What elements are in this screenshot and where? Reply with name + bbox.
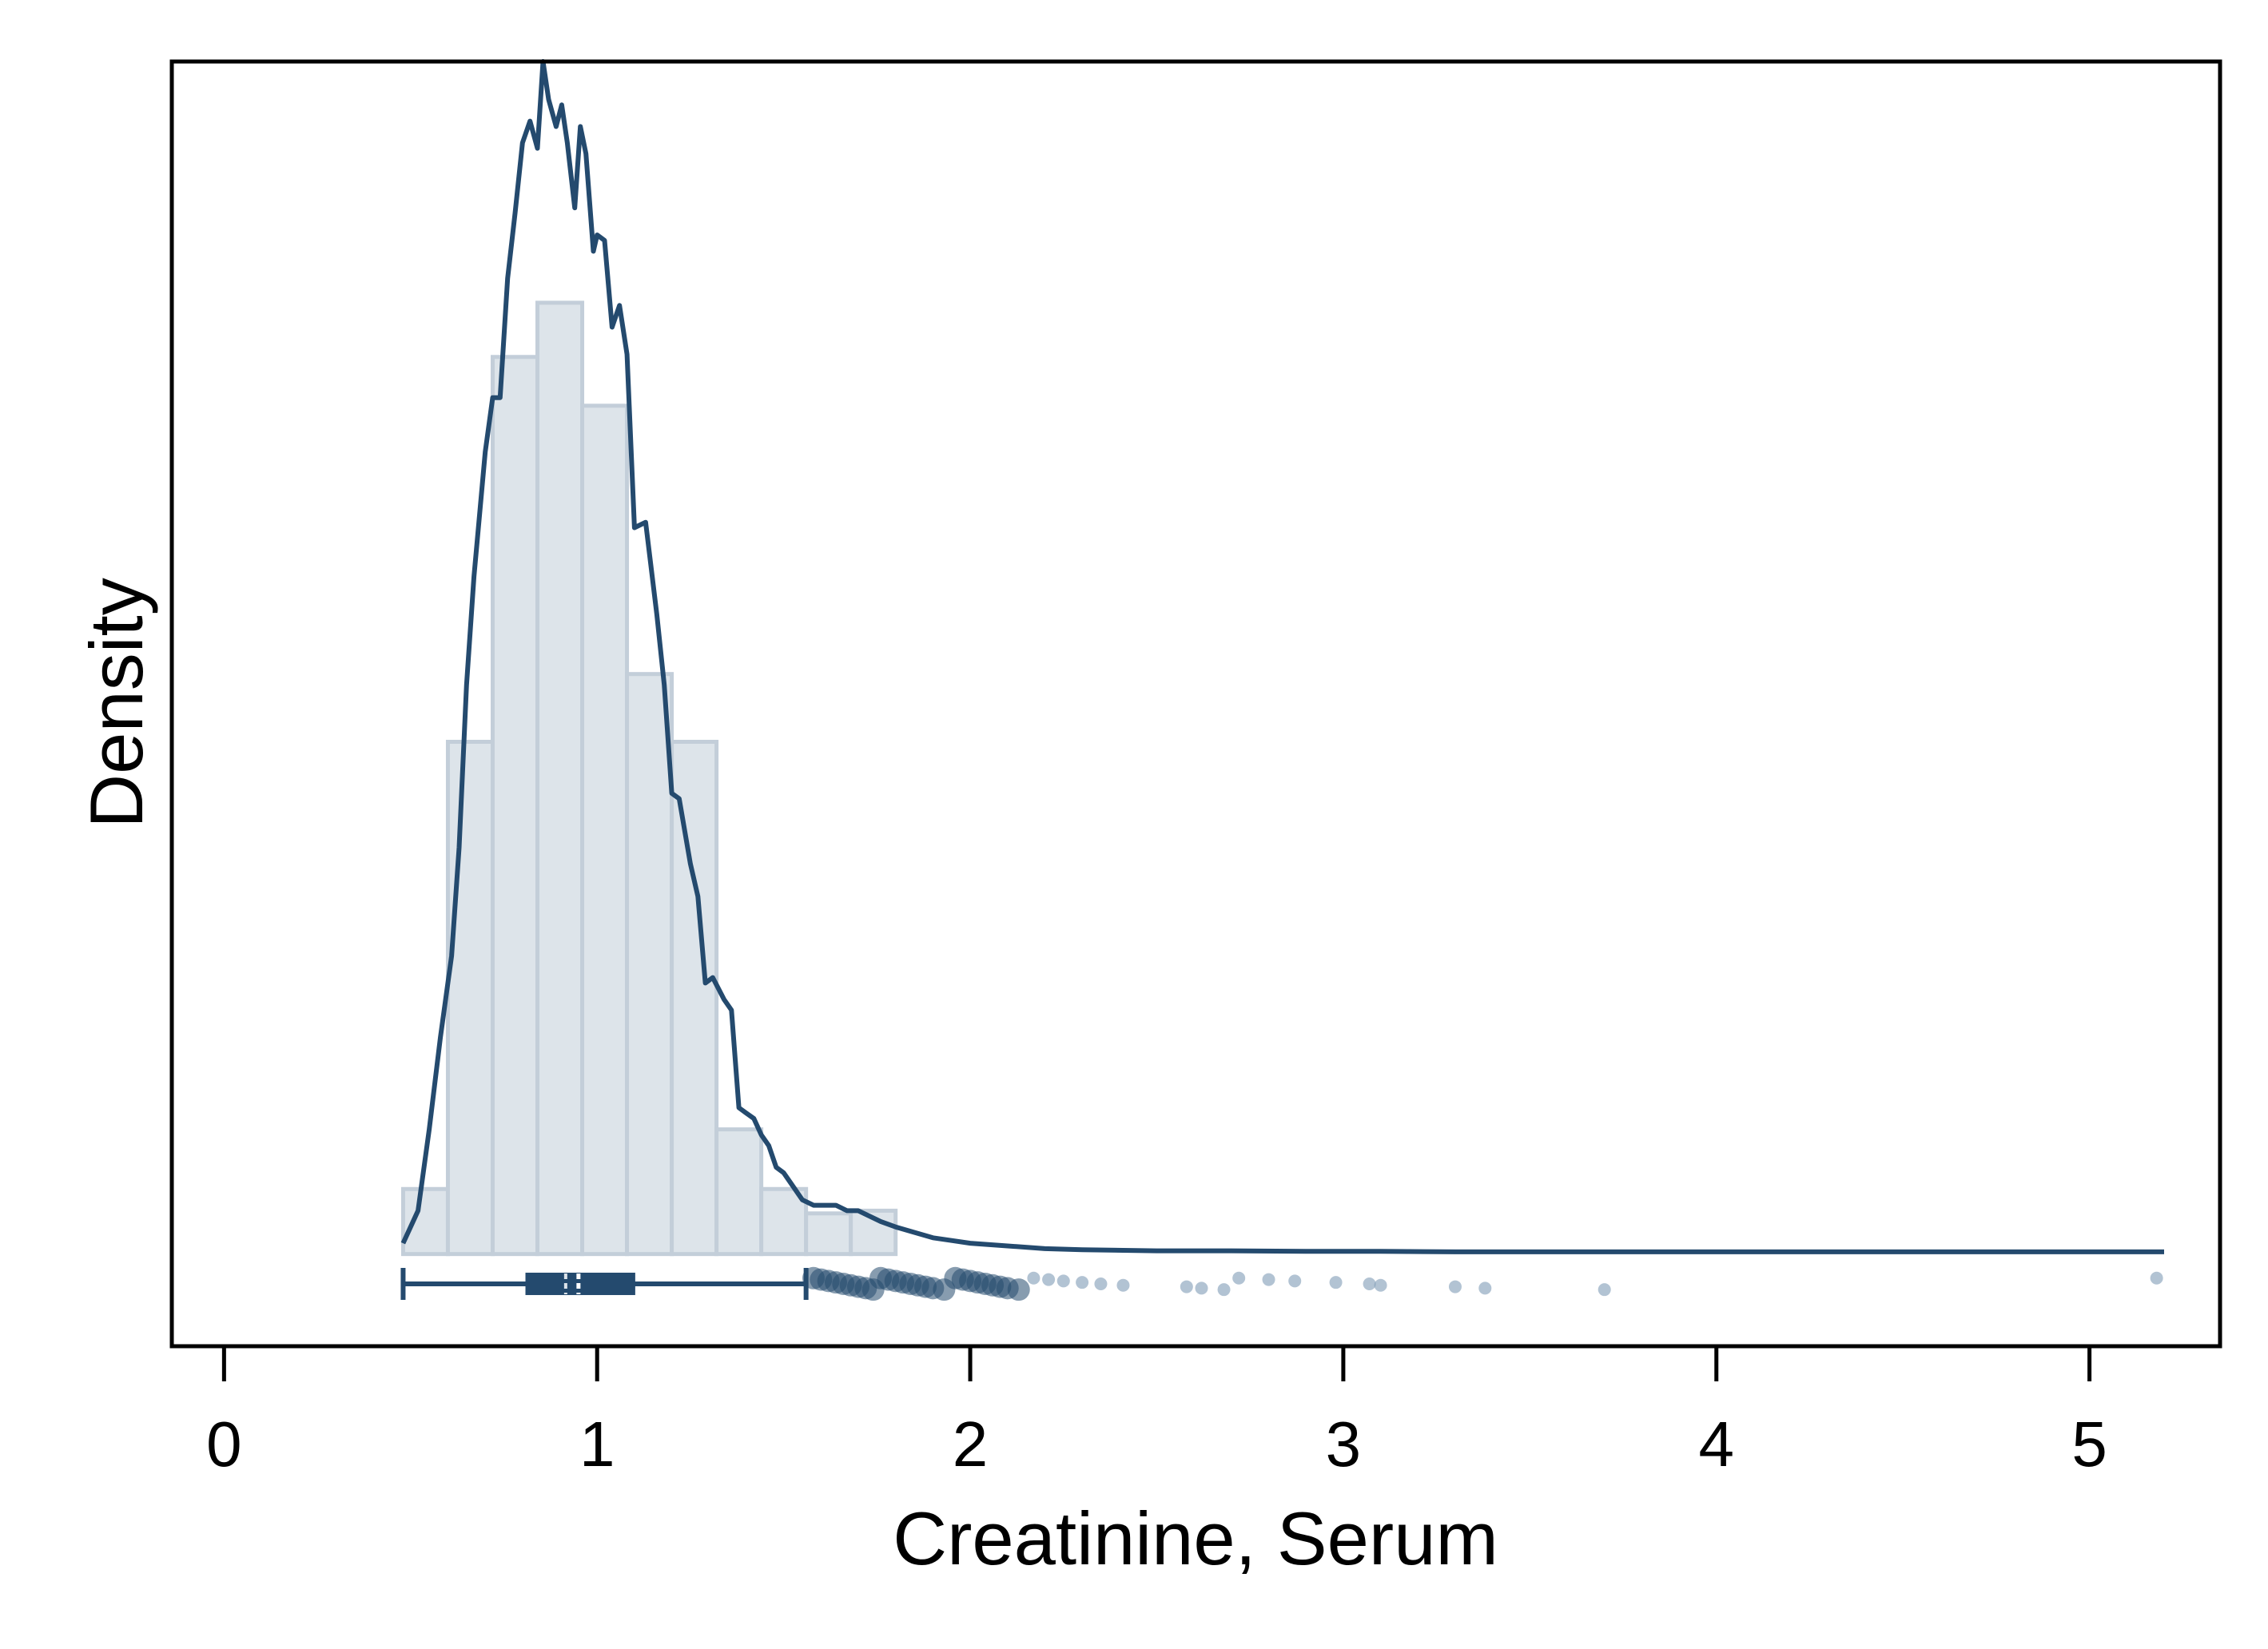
- x-tick-label: 3: [1326, 1409, 1362, 1480]
- histogram-bar: [714, 1127, 764, 1257]
- x-axis: 0 1 2 3 4 5: [206, 1346, 2107, 1480]
- histogram-bar: [400, 1186, 450, 1257]
- x-axis-title: Creatinine, Serum: [893, 1496, 1498, 1580]
- outlier-point: [1288, 1274, 1302, 1288]
- outlier-point: [1076, 1276, 1089, 1289]
- outlier-point: [1232, 1271, 1246, 1285]
- outlier-point: [1374, 1278, 1387, 1292]
- outlier-point: [1363, 1277, 1376, 1290]
- outlier-point: [1180, 1280, 1193, 1293]
- histogram-bar: [535, 300, 585, 1257]
- boxplot: [400, 1267, 809, 1300]
- x-tick-label: 0: [206, 1409, 242, 1480]
- outlier-point: [1094, 1277, 1108, 1290]
- histogram-bars: [400, 300, 898, 1257]
- histogram-bar: [445, 739, 495, 1257]
- outlier-point: [1195, 1281, 1208, 1295]
- outlier-point: [1116, 1278, 1130, 1292]
- outlier-point: [1042, 1273, 1056, 1286]
- histogram-bar: [580, 403, 630, 1257]
- outlier-point: [1262, 1273, 1275, 1286]
- outlier-point: [1448, 1280, 1462, 1293]
- outlier-point: [1027, 1271, 1040, 1285]
- y-axis-title: Density: [74, 578, 158, 828]
- outlier-point: [1217, 1283, 1231, 1297]
- x-tick-label: 2: [953, 1409, 989, 1480]
- outlier-point: [1007, 1278, 1030, 1301]
- outlier-point: [1598, 1283, 1611, 1297]
- x-tick-label: 4: [1699, 1409, 1735, 1480]
- x-tick-label: 5: [2071, 1409, 2107, 1480]
- histogram-bar: [625, 672, 674, 1257]
- histogram-bar: [759, 1186, 809, 1257]
- outlier-points: [802, 1266, 2163, 1301]
- outlier-point: [2150, 1271, 2163, 1285]
- histogram-bar: [670, 739, 719, 1257]
- outlier-point: [1478, 1281, 1492, 1295]
- histogram-bar: [804, 1211, 853, 1257]
- x-tick-label: 1: [579, 1409, 615, 1480]
- outlier-point: [1056, 1274, 1070, 1288]
- density-curve: [400, 59, 2164, 1254]
- plot-frame: [169, 59, 2222, 1349]
- histogram-bar: [490, 355, 540, 1257]
- outlier-point: [1329, 1276, 1343, 1289]
